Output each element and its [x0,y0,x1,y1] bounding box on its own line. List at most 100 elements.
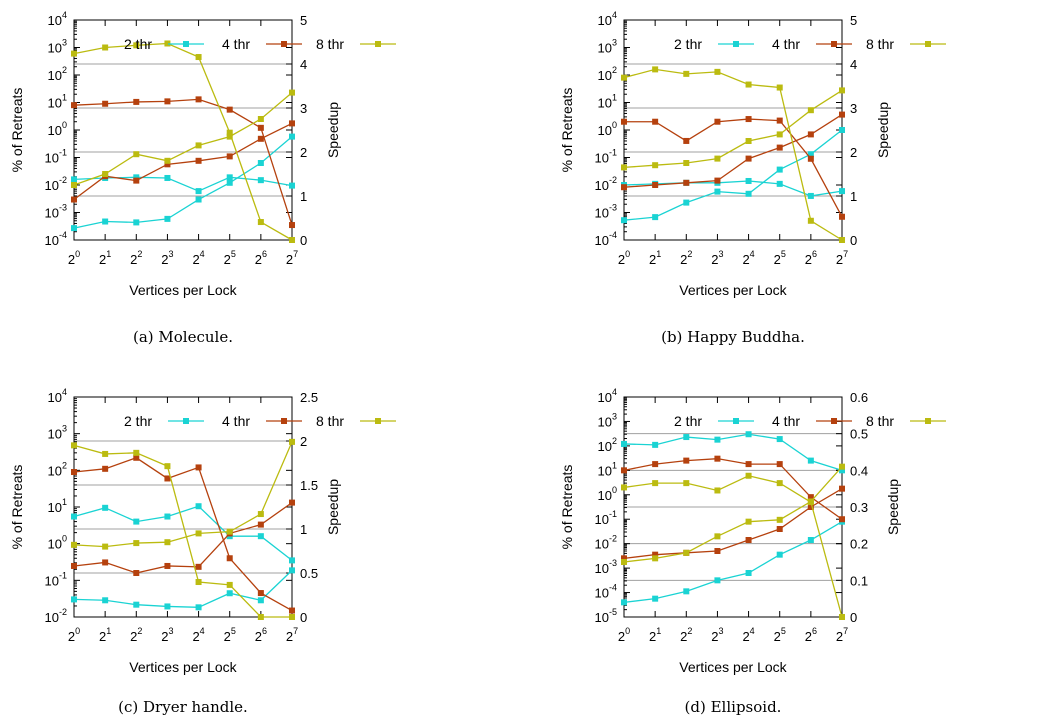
chart-panel: 10-510-410-310-210-110010110210310400.10… [559,387,946,716]
data-point-retreats [257,614,264,620]
y-tick-label-exp: -1 [59,148,67,158]
data-point-retreats [71,442,77,449]
y-tick-label-exp: 1 [62,93,67,103]
data-point-speedup [71,541,77,548]
panel-caption: (d) Ellipsoid. [685,698,782,716]
y2-axis-label: Speedup [875,102,891,158]
x-tick-label-base: 2 [130,252,137,267]
series-line-retreats [623,475,843,618]
y-tick-label-exp: -4 [59,230,67,240]
y-tick-label-base: 10 [48,390,62,405]
data-point-retreats [289,607,295,614]
y-tick-label-base: 10 [48,68,62,83]
x-tick-label-exp: 4 [200,249,205,259]
series-line-speedup [623,89,843,169]
y-tick-label: 103 [598,411,617,429]
y2-tick-label: 3 [300,101,307,116]
y2-tick-label: 4 [300,57,307,72]
y-tick-label-exp: 2 [62,460,67,470]
x-tick-label-base: 2 [286,629,293,644]
y2-tick-label: 0.4 [850,463,868,478]
y2-tick-label: 0.3 [850,500,868,515]
x-tick-label: 23 [161,249,173,267]
y-tick-label-exp: 3 [62,424,67,434]
legend-label: 4 thr [772,413,800,429]
data-point-retreats [289,237,295,243]
x-tick-label: 26 [255,626,267,644]
x-tick-label-base: 2 [774,252,781,267]
y-tick-label: 100 [48,120,67,138]
y-tick-label-exp: -2 [609,175,617,185]
data-point-speedup [714,188,721,195]
x-tick-label: 22 [130,626,142,644]
panel-caption: (a) Molecule. [133,328,233,346]
x-tick-label: 21 [649,249,661,267]
data-point-speedup [776,526,783,532]
legend-swatch-marker [733,418,739,424]
data-point-retreats [71,102,77,109]
y-tick-label: 10-4 [595,230,617,248]
legend-swatch-marker [183,418,189,424]
data-point-speedup [289,133,295,140]
series-line-speedup [73,122,293,201]
x-tick-label: 22 [130,249,142,267]
x-tick-label-exp: 7 [843,249,848,259]
y2-tick-label: 0.1 [850,573,868,588]
data-point-speedup [257,160,264,166]
series-line-retreats [73,457,293,612]
data-point-retreats [164,98,171,105]
data-point-speedup [652,182,659,188]
series-line-speedup [623,466,843,563]
y-tick-label: 10-2 [595,534,617,552]
data-point-retreats [71,513,77,520]
x-tick-label-base: 2 [836,252,843,267]
y2-tick-label: 1 [300,522,307,537]
series-line-speedup [73,502,293,574]
y-tick-label-base: 10 [598,13,612,28]
data-point-speedup [289,438,295,445]
panel-caption: (b) Happy Buddha. [661,328,805,346]
y-tick-label-base: 10 [595,151,609,166]
y-tick-label: 10-4 [45,230,67,248]
x-tick-label: 24 [742,626,754,644]
series-line-retreats [623,458,843,520]
x-tick-label-base: 2 [130,629,137,644]
x-tick-label: 21 [649,626,661,644]
data-point-retreats [102,465,109,472]
x-tick-label-base: 2 [618,629,625,644]
data-point-retreats [164,463,171,470]
x-tick-label-exp: 2 [137,249,142,259]
y-tick-label: 102 [48,460,67,478]
y-tick-label: 102 [48,65,67,83]
y-tick-label: 10-1 [45,148,67,166]
y-tick-label: 101 [48,497,67,515]
legend-swatch-marker [281,41,287,47]
data-point-speedup [164,539,171,546]
y-tick-label-base: 10 [45,151,59,166]
data-point-retreats [102,450,109,457]
y2-axis-label: Speedup [325,479,341,535]
data-point-retreats [714,118,721,125]
data-point-speedup [714,577,721,584]
x-tick-label-base: 2 [68,252,75,267]
y-tick-label-base: 10 [598,68,612,83]
y-tick-label-exp: 1 [62,497,67,507]
y2-tick-label: 4 [850,57,857,72]
y-tick-label: 104 [48,387,67,405]
data-point-retreats [839,516,845,523]
data-point-speedup [776,131,783,138]
x-tick-label-exp: 4 [750,626,755,636]
y-tick-label: 103 [48,38,67,56]
data-point-retreats [195,503,202,510]
data-point-retreats [714,436,721,443]
data-point-speedup [839,87,845,94]
y-tick-label-exp: 3 [612,411,617,421]
data-point-speedup [714,155,721,162]
legend-label: 4 thr [222,36,250,52]
y-tick-label-base: 10 [45,206,59,221]
y-tick-label-exp: 1 [612,460,617,470]
x-tick-label: 26 [805,249,817,267]
data-point-speedup [226,528,233,535]
x-tick-label: 25 [774,626,786,644]
y-tick-label: 100 [48,534,67,552]
